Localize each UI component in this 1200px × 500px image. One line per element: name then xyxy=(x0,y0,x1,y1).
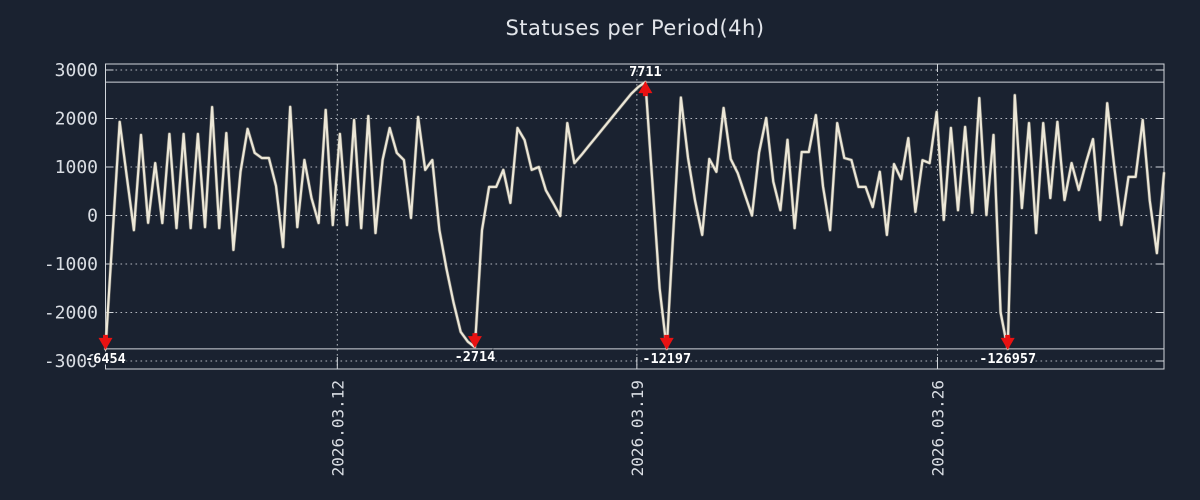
y-tick-label: -1000 xyxy=(44,254,98,275)
y-tick-label: -2000 xyxy=(44,303,98,324)
y-tick-label: -3000 xyxy=(44,351,98,372)
extreme-marker-down xyxy=(659,334,674,350)
marker-value-label: 7711 xyxy=(629,64,662,80)
extreme-marker-up xyxy=(638,81,653,97)
x-tick-label: 2026.03.19 xyxy=(628,380,647,476)
chart-title: Statuses per Period(4h) xyxy=(505,16,765,40)
marker-value-label: -2714 xyxy=(455,349,496,365)
series-line-shade xyxy=(103,80,1166,351)
x-tick-label: 2026.03.26 xyxy=(928,380,947,476)
y-tick-label: 2000 xyxy=(55,109,98,130)
plot-border xyxy=(105,63,1165,370)
series-line xyxy=(104,80,1166,350)
y-tick-label: 3000 xyxy=(55,60,98,81)
extreme-marker-down xyxy=(98,334,113,350)
marker-value-label: -6454 xyxy=(85,351,126,367)
marker-value-label: -12197 xyxy=(642,351,691,367)
marker-value-label: -126957 xyxy=(979,351,1036,367)
y-tick-label: 1000 xyxy=(55,157,98,178)
extreme-marker-down xyxy=(1000,334,1015,350)
x-tick-label: 2026.03.12 xyxy=(328,380,347,476)
y-tick-label: 0 xyxy=(87,206,98,227)
extreme-marker-down xyxy=(467,333,482,349)
